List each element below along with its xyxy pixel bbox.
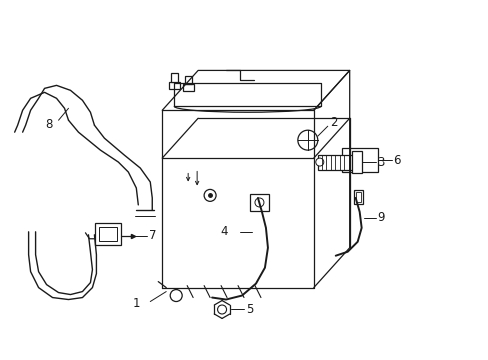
Bar: [351, 151, 361, 173]
Bar: [317, 154, 355, 170]
Bar: [169, 82, 180, 89]
Circle shape: [170, 289, 182, 302]
Text: 9: 9: [377, 211, 385, 224]
Text: 4: 4: [220, 225, 227, 238]
Text: 1: 1: [133, 297, 140, 310]
Circle shape: [349, 156, 357, 164]
Text: 8: 8: [45, 118, 52, 131]
Circle shape: [297, 130, 317, 150]
Bar: [95, 223, 121, 245]
Circle shape: [315, 158, 323, 166]
Circle shape: [254, 198, 264, 207]
Bar: [249, 194, 268, 211]
Bar: [341, 148, 377, 172]
Bar: [184, 76, 191, 84]
Text: 2: 2: [329, 116, 337, 129]
Bar: [182, 84, 193, 91]
Text: 6: 6: [393, 154, 400, 167]
Bar: [99, 227, 117, 241]
Text: 3: 3: [377, 156, 384, 168]
Circle shape: [203, 189, 216, 201]
Bar: [171, 73, 178, 82]
Bar: [353, 190, 362, 204]
Text: 7: 7: [149, 229, 157, 242]
Bar: [355, 192, 360, 202]
Text: 5: 5: [245, 303, 253, 316]
